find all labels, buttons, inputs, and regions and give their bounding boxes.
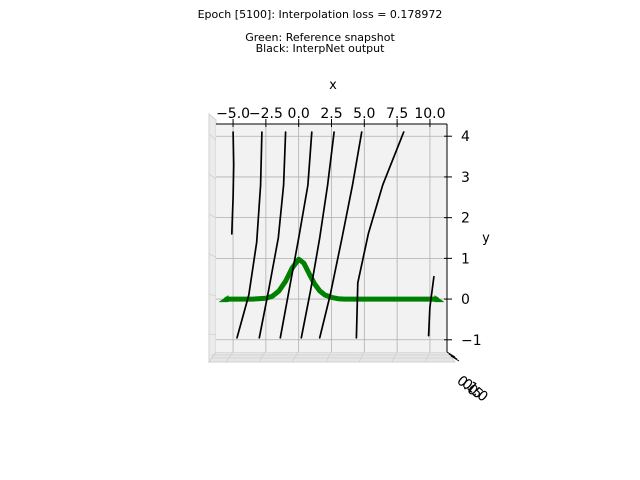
left-pane (208, 112, 217, 364)
z-tick-mark (450, 355, 460, 362)
reference-line-end-cap (434, 295, 445, 303)
reference-line-start-cap (218, 295, 229, 303)
y-tick-label: 4 (461, 129, 470, 145)
x-tick-label: 10.0 (414, 106, 445, 122)
x-tick-label: 5.0 (353, 106, 375, 122)
legend-line-interpnet: Black: InterpNet output (256, 42, 386, 55)
interpnet-output-line-1 (230, 131, 235, 235)
y-axis-label: y (482, 231, 490, 246)
x-tick-label: 7.5 (386, 106, 408, 122)
legend-line-reference: Green: Reference snapshot (245, 31, 395, 44)
x-tick-label: 2.5 (320, 106, 342, 122)
tick-layer: −5.0−2.5 0.0 2.5 5.0 7.5 10.0 −1 0 1 2 3 4 (216, 106, 482, 349)
x-axis-label: x (329, 78, 337, 93)
y-tick-label: −1 (461, 333, 482, 349)
figure-title: Epoch [5100]: Interpolation loss = 0.178… (198, 8, 443, 21)
interpnet-output-line-2 (236, 131, 263, 339)
interpnet-output-line-3 (258, 131, 287, 339)
interpnet-output-line-8 (427, 275, 435, 337)
y-tick-label: 0 (461, 292, 470, 308)
interpnet-output-line-4 (279, 131, 313, 339)
floor-grid (211, 351, 452, 363)
interpnet-output-line-6 (318, 131, 363, 339)
z-tick-mark (446, 351, 456, 358)
z-tick-mark (448, 353, 458, 360)
x-tick-label: −2.5 (249, 106, 283, 122)
y-tick-label: 2 (461, 211, 470, 227)
left-pane-grid (208, 133, 217, 336)
x-tick-label: 0.0 (288, 106, 310, 122)
floor-pane (208, 351, 457, 363)
x-tick-label: −5.0 (216, 106, 250, 122)
interpnet-output-line-5 (300, 131, 335, 339)
interpnet-output-line-7 (355, 131, 405, 339)
series-layer (218, 131, 445, 339)
y-tick-label: 3 (461, 170, 470, 186)
axes-3d-frame (208, 112, 457, 364)
y-tick-label: 1 (461, 251, 470, 267)
